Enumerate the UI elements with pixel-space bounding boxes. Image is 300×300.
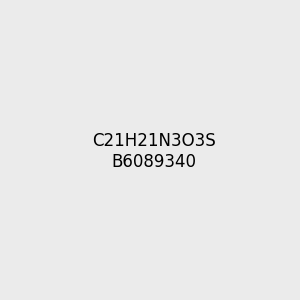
Text: C21H21N3O3S
B6089340: C21H21N3O3S B6089340 xyxy=(92,132,216,171)
